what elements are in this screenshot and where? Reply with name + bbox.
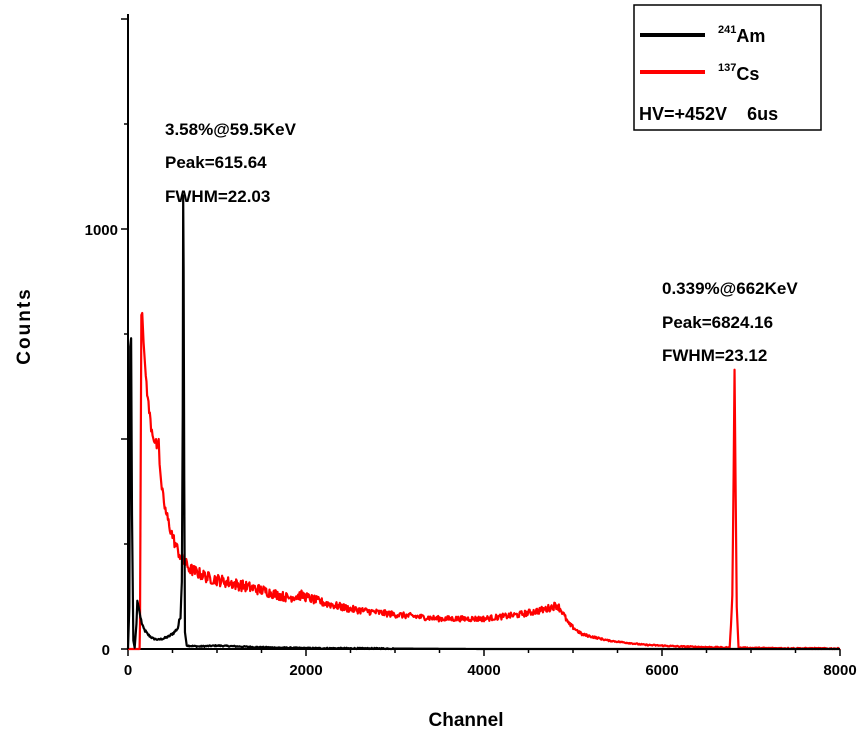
- legend-hv-note: HV=+452V 6us: [639, 104, 778, 124]
- am-peak-fwhm: FWHM=22.03: [165, 187, 270, 206]
- y-tick-label-1000: 1000: [85, 222, 118, 239]
- am-peak-channel: Peak=615.64: [165, 153, 267, 172]
- y-axis-title: Counts: [14, 287, 35, 364]
- legend-box: [633, 4, 822, 131]
- am-241-series-line: [126, 194, 841, 651]
- cs-peak-fwhm: FWHM=23.12: [662, 346, 767, 365]
- x-tick-label-2000: 2000: [289, 662, 322, 679]
- x-axis-title: Channel: [429, 710, 504, 731]
- cs-peak-resolution: 0.339%@662KeV: [662, 279, 798, 298]
- cs-peak-channel: Peak=6824.16: [662, 313, 773, 332]
- y-tick-label-0: 0: [102, 642, 110, 659]
- legend-label-am: 241Am: [718, 24, 765, 46]
- cs-137-series-line: [127, 311, 841, 651]
- am-peak-resolution: 3.58%@59.5KeV: [165, 120, 297, 139]
- legend-label-cs: 137Cs: [718, 62, 759, 84]
- x-tick-label-6000: 6000: [645, 662, 678, 679]
- x-tick-label-4000: 4000: [467, 662, 500, 679]
- x-tick-label-8000: 8000: [823, 662, 856, 679]
- legend: 241Am 137Cs HV=+452V 6us: [633, 4, 822, 131]
- x-tick-label-0: 0: [124, 662, 132, 679]
